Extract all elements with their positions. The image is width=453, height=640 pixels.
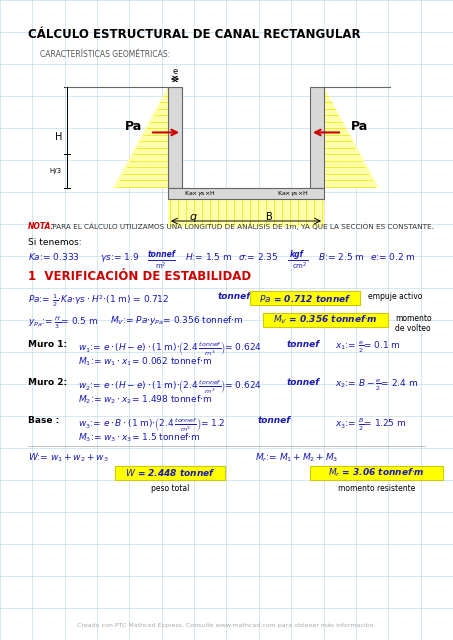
Text: $x_1$:= $\frac{e}{2}$= 0.1 m: $x_1$:= $\frac{e}{2}$= 0.1 m: [335, 340, 401, 355]
Bar: [310, 87, 324, 188]
Text: $M_3$:= $w_3\cdot x_3$= 1.5 tonnef$\cdot$m: $M_3$:= $w_3\cdot x_3$= 1.5 tonnef$\cdot…: [78, 432, 201, 445]
Text: Creado con PTC Mathcad Express. Consulte www.mathcad.com para obtener más inform: Creado con PTC Mathcad Express. Consulte…: [77, 623, 376, 628]
Text: $x_3$:= $\frac{B}{2}$= 1.25 m: $x_3$:= $\frac{B}{2}$= 1.25 m: [335, 416, 406, 433]
Text: 1  VERIFICACIÓN DE ESTABILIDAD: 1 VERIFICACIÓN DE ESTABILIDAD: [28, 270, 251, 283]
Text: Base :: Base :: [28, 416, 59, 425]
Text: momento resistente: momento resistente: [338, 484, 415, 493]
Text: $M_V$ = 0.356 tonnef$\cdot$m: $M_V$ = 0.356 tonnef$\cdot$m: [273, 314, 378, 326]
Polygon shape: [113, 87, 168, 188]
Text: $x_2$:= $B-\frac{e}{2}$= 2.4 m: $x_2$:= $B-\frac{e}{2}$= 2.4 m: [335, 378, 418, 393]
Text: Muro 2:: Muro 2:: [28, 378, 67, 387]
Text: Ka$\times\gamma$s$\times$H: Ka$\times\gamma$s$\times$H: [276, 189, 308, 198]
Text: q: q: [189, 212, 197, 222]
Text: tonnef: tonnef: [148, 250, 176, 259]
FancyBboxPatch shape: [250, 291, 360, 305]
Text: Pa: Pa: [350, 120, 368, 133]
Text: $Ka$:= 0.333: $Ka$:= 0.333: [28, 251, 80, 262]
Text: peso total: peso total: [151, 484, 189, 493]
Text: H/3: H/3: [50, 168, 62, 174]
Text: tonnef: tonnef: [218, 292, 251, 301]
Text: $M_V$:= $Pa$$\cdot$$y_{Pa}$= 0.356 tonnef$\cdot$m: $M_V$:= $Pa$$\cdot$$y_{Pa}$= 0.356 tonne…: [110, 314, 244, 327]
Text: $H$:= 1.5 m: $H$:= 1.5 m: [185, 251, 232, 262]
Text: empuje activo: empuje activo: [368, 292, 422, 301]
Text: Si tenemos:: Si tenemos:: [28, 238, 82, 247]
Text: $W$:= $w_1+w_2+w_3$: $W$:= $w_1+w_2+w_3$: [28, 452, 109, 465]
Bar: [168, 188, 324, 199]
Text: Ka$\times\gamma$s$\times$H: Ka$\times\gamma$s$\times$H: [184, 189, 216, 198]
Text: $\gamma s$:= 1.9: $\gamma s$:= 1.9: [100, 251, 139, 264]
Text: $M_1$:= $w_1\cdot x_1$= 0.062 tonnef$\cdot$m: $M_1$:= $w_1\cdot x_1$= 0.062 tonnef$\cd…: [78, 356, 212, 369]
Text: cm$^2$: cm$^2$: [292, 261, 308, 272]
Text: $w_1$:= $e\cdot(H-e)\cdot$(1 m)$\cdot\left(2.4\,\frac{tonnef}{m^3}\right)$= 0.62: $w_1$:= $e\cdot(H-e)\cdot$(1 m)$\cdot\le…: [78, 340, 263, 358]
Text: kgf: kgf: [290, 250, 304, 259]
Text: $B$:= 2.5 m: $B$:= 2.5 m: [318, 251, 365, 262]
Text: CÁLCULO ESTRUCTURAL DE CANAL RECTANGULAR: CÁLCULO ESTRUCTURAL DE CANAL RECTANGULAR: [28, 28, 361, 41]
Text: $w_2$:= $e\cdot(H-e)\cdot$(1 m)$\cdot\left(2.4\,\frac{tonnef}{m^3}\right)$= 0.62: $w_2$:= $e\cdot(H-e)\cdot$(1 m)$\cdot\le…: [78, 378, 263, 396]
Text: tonnef: tonnef: [287, 340, 320, 349]
Text: $M_r$:= $M_1+M_2+M_3$: $M_r$:= $M_1+M_2+M_3$: [255, 452, 338, 465]
Text: Pa: Pa: [125, 120, 142, 133]
Text: $M_r$ = 3.06 tonnef$\cdot$m: $M_r$ = 3.06 tonnef$\cdot$m: [328, 467, 425, 479]
Text: Muro 1:: Muro 1:: [28, 340, 67, 349]
Bar: [168, 87, 182, 188]
Text: $Pa$:= $\frac{1}{2}$$\cdot$$Ka$$\cdot\gamma s\cdot H^2$$\cdot$(1 m) = 0.712: $Pa$:= $\frac{1}{2}$$\cdot$$Ka$$\cdot\ga…: [28, 292, 170, 308]
Text: e: e: [173, 67, 178, 76]
Text: de volteo: de volteo: [395, 324, 431, 333]
Text: $\sigma$:= 2.35: $\sigma$:= 2.35: [238, 251, 279, 262]
Text: $e$:= 0.2 m: $e$:= 0.2 m: [370, 251, 416, 262]
Text: B: B: [266, 212, 273, 222]
FancyBboxPatch shape: [263, 313, 388, 327]
FancyBboxPatch shape: [115, 466, 225, 480]
Text: $M_2$:= $w_2\cdot x_2$= 1.498 tonnef$\cdot$m: $M_2$:= $w_2\cdot x_2$= 1.498 tonnef$\cd…: [78, 394, 212, 406]
Polygon shape: [324, 87, 379, 188]
Text: NOTA:: NOTA:: [28, 222, 54, 231]
FancyBboxPatch shape: [310, 466, 443, 480]
Text: H: H: [55, 132, 62, 143]
Text: tonnef: tonnef: [258, 416, 291, 425]
Text: PARA EL CÁLCULO UTILIZAMOS UNA LONGITUD DE ANÁLISIS DE 1m, YA QUE LA SECCIÓN ES : PARA EL CÁLCULO UTILIZAMOS UNA LONGITUD …: [50, 222, 434, 230]
Text: $w_3$:= $e\cdot B\cdot$(1 m)$\cdot\left(2.4\,\frac{tonnef}{m^3}\right)$= 1.2: $w_3$:= $e\cdot B\cdot$(1 m)$\cdot\left(…: [78, 416, 226, 434]
Text: $W$ = 2.448 tonnef: $W$ = 2.448 tonnef: [125, 467, 215, 479]
Text: $y_{Pa}$:= $\frac{H}{3}$= 0.5 m: $y_{Pa}$:= $\frac{H}{3}$= 0.5 m: [28, 314, 98, 331]
Text: m$^2$: m$^2$: [155, 261, 167, 272]
Text: momento: momento: [395, 314, 432, 323]
Text: CARACTERÍSTICAS GEOMÉTRICAS:: CARACTERÍSTICAS GEOMÉTRICAS:: [40, 50, 170, 59]
Text: tonnef: tonnef: [287, 378, 320, 387]
Bar: [168, 199, 324, 227]
Text: $Pa$ = 0.712 tonnef: $Pa$ = 0.712 tonnef: [259, 292, 352, 303]
